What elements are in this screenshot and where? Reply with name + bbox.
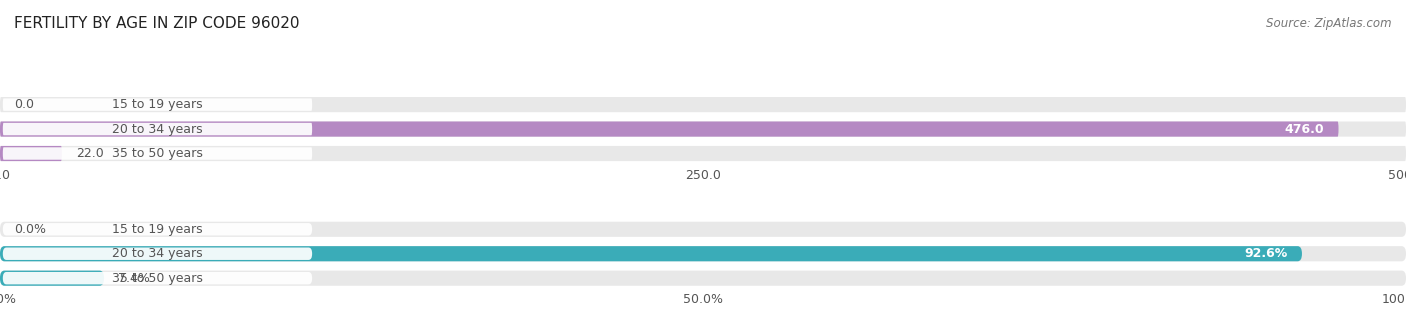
Text: 35 to 50 years: 35 to 50 years <box>112 272 202 285</box>
Text: 20 to 34 years: 20 to 34 years <box>112 122 202 136</box>
FancyBboxPatch shape <box>0 97 1406 112</box>
FancyBboxPatch shape <box>0 222 1406 237</box>
FancyBboxPatch shape <box>0 146 62 161</box>
Text: FERTILITY BY AGE IN ZIP CODE 96020: FERTILITY BY AGE IN ZIP CODE 96020 <box>14 16 299 31</box>
Text: 476.0: 476.0 <box>1285 122 1324 136</box>
FancyBboxPatch shape <box>0 246 1406 261</box>
Text: 15 to 19 years: 15 to 19 years <box>112 98 202 111</box>
Text: 0.0: 0.0 <box>14 98 34 111</box>
Text: 15 to 19 years: 15 to 19 years <box>112 223 202 236</box>
Text: 35 to 50 years: 35 to 50 years <box>112 147 202 160</box>
Text: Source: ZipAtlas.com: Source: ZipAtlas.com <box>1267 16 1392 29</box>
FancyBboxPatch shape <box>3 272 312 284</box>
Text: 92.6%: 92.6% <box>1244 247 1288 260</box>
FancyBboxPatch shape <box>0 146 1406 161</box>
FancyBboxPatch shape <box>3 98 312 111</box>
FancyBboxPatch shape <box>3 248 312 260</box>
Text: 0.0%: 0.0% <box>14 223 46 236</box>
FancyBboxPatch shape <box>0 271 1406 286</box>
FancyBboxPatch shape <box>0 121 1339 137</box>
Text: 7.4%: 7.4% <box>118 272 150 285</box>
FancyBboxPatch shape <box>3 147 312 160</box>
FancyBboxPatch shape <box>3 123 312 135</box>
Text: 20 to 34 years: 20 to 34 years <box>112 247 202 260</box>
FancyBboxPatch shape <box>0 246 1302 261</box>
Text: 22.0: 22.0 <box>76 147 104 160</box>
FancyBboxPatch shape <box>3 223 312 236</box>
FancyBboxPatch shape <box>0 121 1406 137</box>
FancyBboxPatch shape <box>0 271 104 286</box>
